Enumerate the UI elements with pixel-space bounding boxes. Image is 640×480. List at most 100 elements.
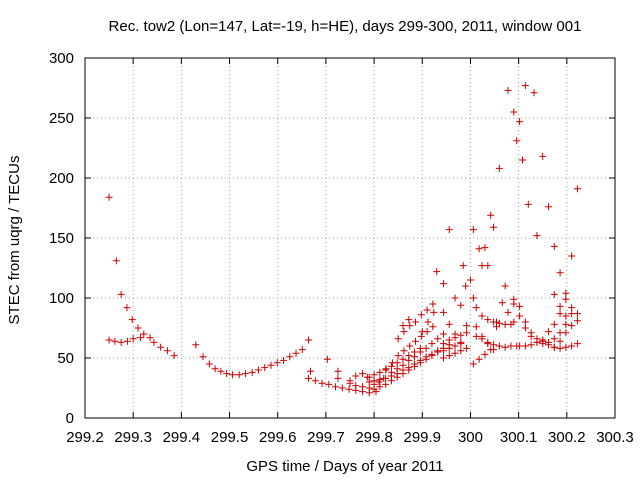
data-point — [562, 289, 570, 297]
data-point — [205, 360, 213, 368]
x-tick-label: 300.1 — [500, 429, 538, 446]
data-point — [451, 349, 459, 357]
data-point — [370, 380, 378, 388]
data-point — [352, 382, 360, 390]
data-point — [359, 370, 367, 378]
data-point — [478, 335, 486, 343]
data-point — [430, 308, 438, 316]
chart-title: Rec. tow2 (Lon=147, Lat=-19, h=HE), days… — [109, 18, 582, 35]
data-point — [411, 353, 419, 361]
data-point — [105, 336, 113, 344]
data-point — [478, 312, 486, 320]
data-point — [429, 323, 437, 331]
data-point — [510, 295, 518, 303]
data-point — [451, 294, 459, 302]
data-point — [140, 330, 148, 338]
data-point — [498, 299, 506, 307]
y-tick-label: 50 — [57, 350, 74, 367]
data-point — [562, 295, 570, 303]
data-point — [469, 226, 477, 234]
data-point — [484, 338, 492, 346]
data-point — [416, 356, 424, 364]
data-point — [254, 366, 262, 374]
data-point — [267, 361, 275, 369]
data-point — [112, 257, 120, 265]
data-point — [562, 320, 570, 328]
data-point — [439, 354, 447, 362]
data-point — [418, 328, 426, 336]
data-point — [306, 367, 314, 375]
data-point — [495, 342, 503, 350]
data-point — [545, 328, 553, 336]
data-point — [510, 318, 518, 326]
y-tick-label: 200 — [49, 170, 74, 187]
data-point — [416, 348, 424, 356]
data-point — [123, 304, 131, 312]
data-point — [568, 342, 576, 350]
data-point — [439, 280, 447, 288]
data-point — [462, 282, 470, 290]
data-point — [428, 350, 436, 358]
data-point — [136, 334, 144, 342]
data-point — [117, 338, 125, 346]
data-point — [346, 379, 354, 387]
data-point — [539, 337, 547, 345]
data-point — [556, 337, 564, 345]
data-point — [573, 185, 581, 193]
data-point — [501, 282, 509, 290]
data-point — [280, 356, 288, 364]
data-point — [451, 334, 459, 342]
data-point — [370, 371, 378, 379]
data-point — [192, 341, 200, 349]
data-point — [550, 320, 558, 328]
data-point — [228, 371, 236, 379]
data-point — [527, 329, 535, 337]
data-point — [235, 371, 243, 379]
data-point — [412, 318, 420, 326]
data-point — [412, 337, 420, 345]
grid-lines — [85, 58, 615, 418]
data-point — [146, 334, 154, 342]
data-point — [286, 353, 294, 361]
data-point — [376, 383, 384, 391]
x-tick-label: 300.2 — [548, 429, 586, 446]
data-point — [429, 300, 437, 308]
data-point — [490, 223, 498, 231]
data-point — [352, 372, 360, 380]
data-point — [311, 377, 319, 385]
data-point — [439, 308, 447, 316]
data-point — [439, 347, 447, 355]
data-point — [405, 316, 413, 324]
data-point — [513, 137, 521, 145]
data-point — [463, 344, 471, 352]
data-point — [495, 319, 503, 327]
data-point — [490, 341, 498, 349]
data-point — [445, 226, 453, 234]
data-point — [123, 337, 131, 345]
data-point — [422, 344, 430, 352]
data-point — [475, 245, 483, 253]
data-point — [376, 368, 384, 376]
data-point — [394, 352, 402, 360]
data-point — [134, 324, 142, 332]
data-point — [556, 344, 564, 352]
data-point — [334, 374, 342, 382]
data-point — [481, 244, 489, 252]
data-point — [417, 311, 425, 319]
data-point — [466, 276, 474, 284]
data-point — [469, 294, 477, 302]
data-point — [550, 242, 558, 250]
y-tick-label: 150 — [49, 230, 74, 247]
data-point — [406, 342, 414, 350]
data-point — [323, 355, 331, 363]
data-point — [261, 364, 269, 372]
data-point — [241, 370, 249, 378]
data-point — [457, 347, 465, 355]
data-point — [117, 290, 125, 298]
data-point — [521, 342, 529, 350]
data-point — [318, 379, 326, 387]
data-point — [539, 152, 547, 160]
data-point — [400, 347, 408, 355]
data-point — [387, 368, 395, 376]
data-point — [469, 360, 477, 368]
